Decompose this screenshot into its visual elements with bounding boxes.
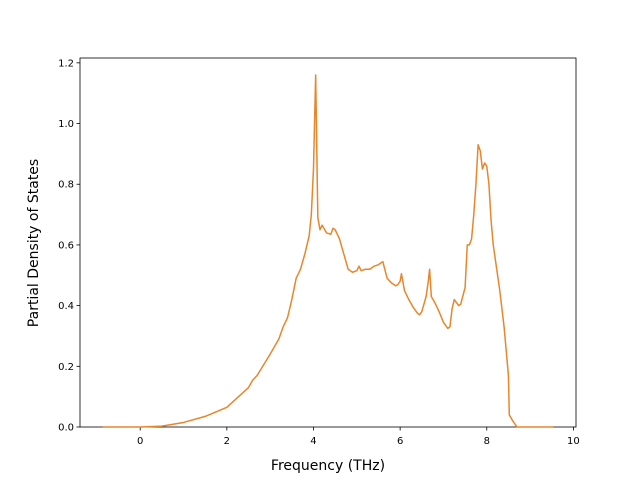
y-tick-label: 0.8 [58,180,74,191]
x-tick-label: 4 [310,436,316,447]
x-tick-label: 0 [137,436,143,447]
x-tick-label: 8 [484,436,490,447]
x-tick-label: 10 [567,436,580,447]
y-tick-label: 1.0 [58,119,74,130]
y-tick-label: 0.0 [58,423,74,434]
x-tick-label: 6 [397,436,403,447]
y-tick-label: 0.6 [58,240,74,251]
x-axis-label: Frequency (THz) [271,458,385,474]
y-tick-label: 1.2 [58,58,74,69]
x-tick-label: 2 [224,436,230,447]
axes-frame [79,57,577,428]
y-tick-label: 0.2 [58,362,74,373]
y-axis-label: Partial Density of States [26,159,42,327]
data-line [102,74,554,428]
y-tick-label: 0.4 [58,301,74,312]
